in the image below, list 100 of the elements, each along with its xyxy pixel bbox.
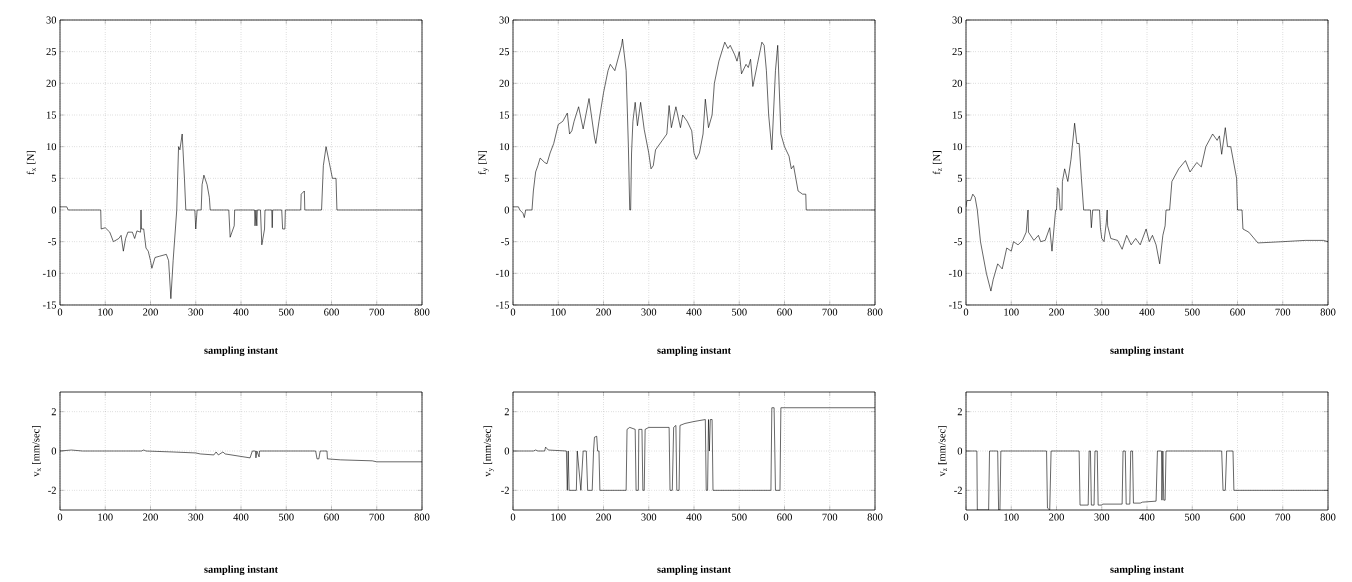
x-tick-label: 100 bbox=[1004, 308, 1019, 316]
x-tick-label: 200 bbox=[596, 308, 611, 316]
x-tick-label: 600 bbox=[1230, 308, 1245, 316]
x-tick-label: 600 bbox=[777, 513, 792, 521]
y-tick-label: 0 bbox=[51, 206, 57, 214]
y-tick-label: -10 bbox=[495, 269, 510, 277]
x-tick-label: 500 bbox=[732, 513, 747, 521]
y-tick-label: 20 bbox=[952, 79, 963, 87]
y-tick-label: 10 bbox=[952, 143, 963, 151]
x-tick-label: 800 bbox=[414, 513, 430, 521]
x-tick-label: 800 bbox=[867, 513, 883, 521]
x-tick-label: 100 bbox=[98, 308, 113, 316]
y-tick-label: 2 bbox=[957, 408, 962, 416]
y-tick-label: 20 bbox=[46, 79, 57, 87]
x-tick-label: 400 bbox=[233, 308, 249, 316]
x-tick-label: 700 bbox=[369, 308, 385, 316]
y-tick-label: -15 bbox=[948, 301, 963, 309]
x-tick-label: 0 bbox=[963, 308, 969, 316]
x-tick-label: 700 bbox=[822, 513, 838, 521]
y-tick-label: 30 bbox=[952, 16, 963, 24]
y-axis-title: f$_{x}$ [N] bbox=[26, 150, 36, 175]
y-tick-label: 5 bbox=[51, 174, 57, 182]
y-tick-label: -10 bbox=[42, 269, 57, 277]
x-tick-label: 400 bbox=[686, 513, 702, 521]
y-tick-label: 0 bbox=[957, 206, 963, 214]
y-tick-label: 5 bbox=[504, 174, 510, 182]
x-tick-label: 300 bbox=[1094, 308, 1110, 316]
y-tick-label: 30 bbox=[46, 16, 57, 24]
x-tick-label: 800 bbox=[1320, 513, 1336, 521]
y-axis-title: f$_{z}$ [N] bbox=[932, 151, 942, 175]
y-axis-title: v$_{z}$ [mm/sec] bbox=[938, 426, 947, 477]
x-tick-label: 200 bbox=[596, 513, 611, 521]
x-tick-label: 200 bbox=[143, 308, 158, 316]
y-tick-label: 5 bbox=[957, 174, 963, 182]
x-tick-label: 800 bbox=[867, 308, 883, 316]
x-tick-label: 700 bbox=[369, 513, 385, 521]
y-tick-label: -2 bbox=[954, 486, 962, 494]
x-axis-title: sampling instant bbox=[204, 346, 278, 357]
y-tick-label: 0 bbox=[51, 447, 57, 455]
x-axis-title: sampling instant bbox=[1110, 346, 1185, 357]
x-tick-label: 0 bbox=[57, 308, 63, 316]
y-tick-label: 2 bbox=[51, 408, 56, 416]
y-tick-label: -2 bbox=[48, 486, 56, 494]
x-tick-label: 300 bbox=[1094, 513, 1110, 521]
x-tick-label: 100 bbox=[1004, 513, 1019, 521]
x-tick-label: 400 bbox=[233, 513, 249, 521]
x-tick-label: 600 bbox=[1230, 513, 1245, 521]
x-tick-label: 100 bbox=[98, 513, 113, 521]
y-tick-label: 0 bbox=[504, 447, 510, 455]
x-tick-label: 400 bbox=[1139, 513, 1155, 521]
y-tick-label: 2 bbox=[504, 408, 509, 416]
y-tick-label: -15 bbox=[42, 301, 57, 309]
x-tick-label: 700 bbox=[1275, 308, 1291, 316]
y-tick-label: 15 bbox=[952, 111, 963, 119]
y-tick-label: -15 bbox=[495, 301, 510, 309]
y-tick-label: 25 bbox=[952, 48, 963, 56]
x-tick-label: 200 bbox=[143, 513, 158, 521]
x-tick-label: 400 bbox=[686, 308, 702, 316]
y-tick-label: 30 bbox=[499, 16, 510, 24]
x-tick-label: 500 bbox=[1185, 513, 1200, 521]
x-tick-label: 700 bbox=[1275, 513, 1291, 521]
y-tick-label: -2 bbox=[501, 486, 509, 494]
x-tick-label: 100 bbox=[551, 513, 566, 521]
x-tick-label: 600 bbox=[777, 308, 792, 316]
y-tick-label: 10 bbox=[499, 143, 510, 151]
x-tick-label: 100 bbox=[551, 308, 566, 316]
y-tick-label: 10 bbox=[46, 143, 57, 151]
x-tick-label: 800 bbox=[1320, 308, 1336, 316]
x-tick-label: 500 bbox=[279, 513, 294, 521]
y-tick-label: 25 bbox=[499, 48, 510, 56]
x-tick-label: 0 bbox=[963, 513, 969, 521]
x-tick-label: 600 bbox=[324, 308, 339, 316]
y-tick-label: -5 bbox=[501, 238, 510, 246]
x-tick-label: 500 bbox=[1185, 308, 1200, 316]
y-tick-label: -5 bbox=[954, 238, 963, 246]
x-tick-label: 200 bbox=[1049, 308, 1064, 316]
x-axis-title: sampling instant bbox=[657, 565, 732, 576]
y-tick-label: 25 bbox=[46, 48, 57, 56]
x-tick-label: 700 bbox=[822, 308, 838, 316]
x-tick-label: 300 bbox=[641, 513, 657, 521]
x-tick-label: 300 bbox=[188, 513, 204, 521]
y-axis-title: f$_{y}$ [N] bbox=[478, 150, 489, 175]
x-axis-title: sampling instant bbox=[657, 346, 732, 357]
y-tick-label: 15 bbox=[46, 111, 57, 119]
x-tick-label: 500 bbox=[732, 308, 747, 316]
x-tick-label: 200 bbox=[1049, 513, 1064, 521]
x-axis-title: sampling instant bbox=[204, 565, 279, 576]
y-tick-label: 0 bbox=[957, 447, 963, 455]
x-tick-label: 400 bbox=[1139, 308, 1155, 316]
x-tick-label: 0 bbox=[57, 513, 63, 521]
x-tick-label: 0 bbox=[510, 513, 516, 521]
y-tick-label: 20 bbox=[499, 79, 510, 87]
y-axis-title: v$_{x}$ [mm/sec] bbox=[32, 426, 41, 477]
y-axis-title: v$_{y}$ [mm/sec] bbox=[483, 426, 494, 477]
y-tick-label: 0 bbox=[504, 206, 510, 214]
x-axis-title: sampling instant bbox=[1110, 565, 1185, 576]
y-tick-label: -10 bbox=[948, 269, 963, 277]
x-tick-label: 500 bbox=[279, 308, 294, 316]
x-tick-label: 600 bbox=[324, 513, 339, 521]
x-tick-label: 800 bbox=[414, 308, 430, 316]
